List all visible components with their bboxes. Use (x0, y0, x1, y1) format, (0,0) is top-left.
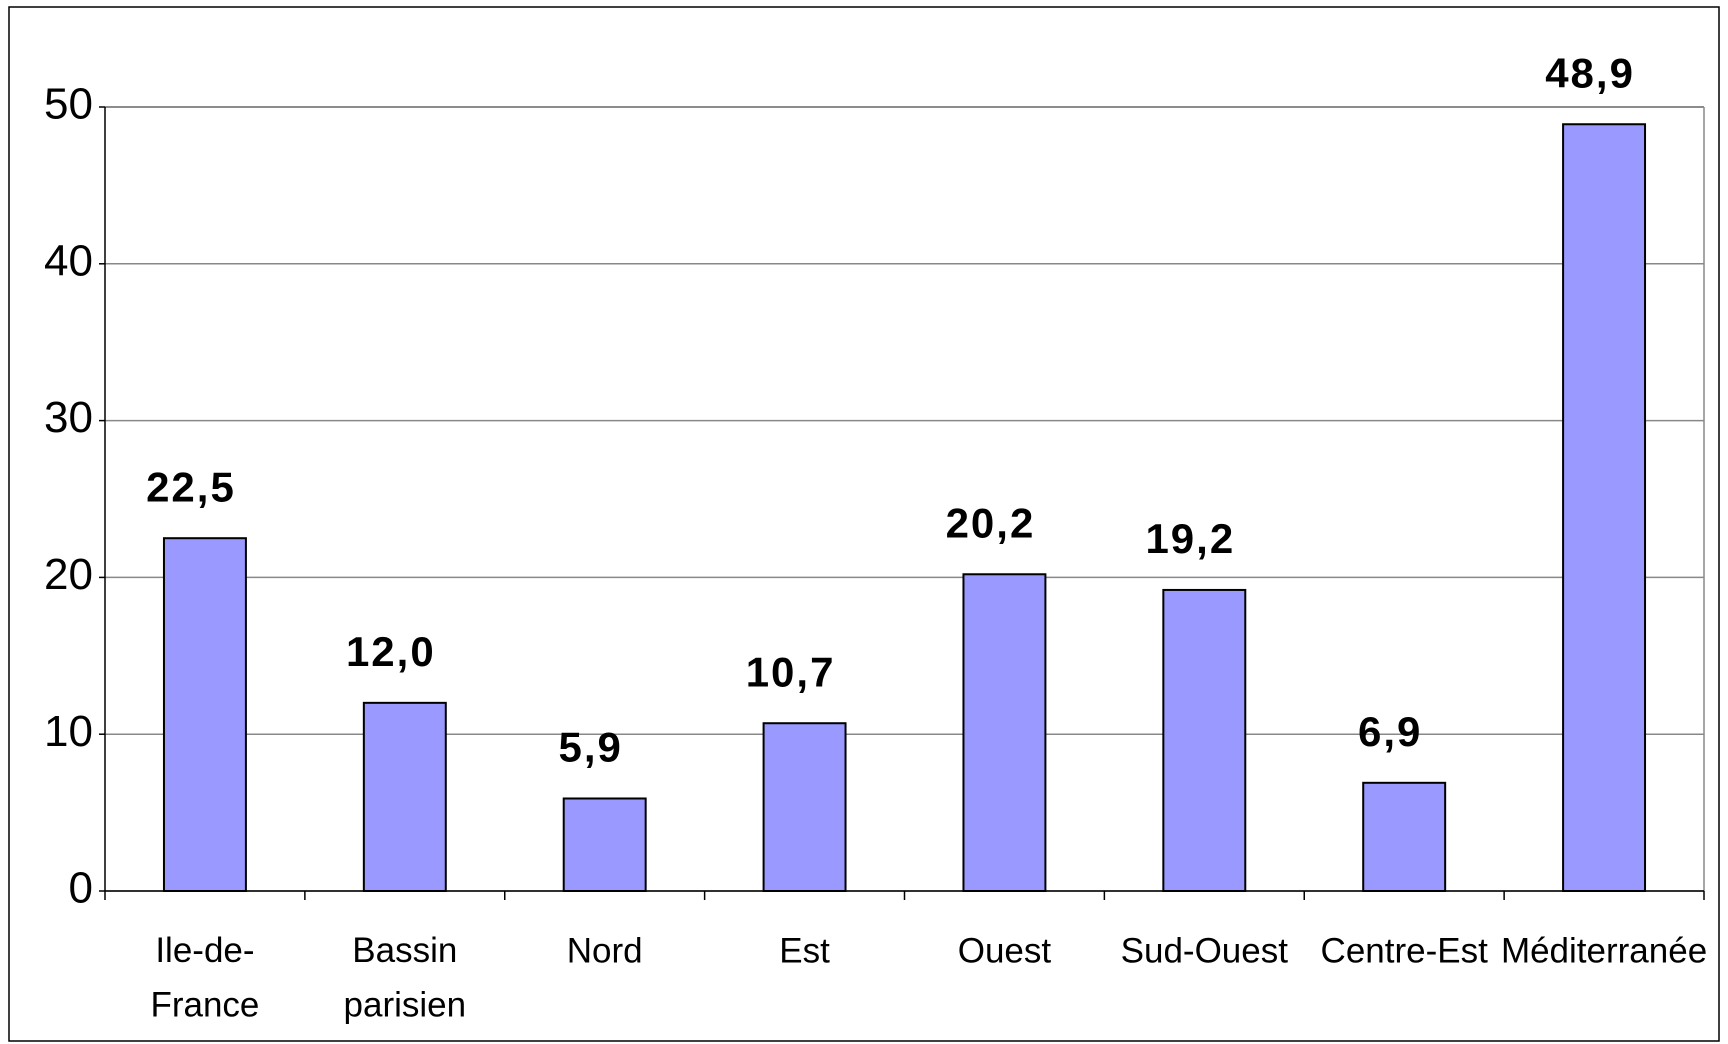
x-tick-label: Sud-Ouest (1121, 931, 1289, 970)
value-label: 22,5 (146, 463, 236, 510)
value-label: 6,9 (1358, 708, 1422, 755)
y-tick-label: 0 (69, 864, 93, 913)
x-tick-label: Nord (567, 931, 643, 970)
value-label: 10,7 (746, 648, 836, 695)
x-tick-label: Est (779, 931, 830, 970)
x-tick-label: Centre-Est (1321, 931, 1489, 970)
bar (962, 573, 1047, 892)
x-tick-label: Ouest (958, 931, 1052, 970)
value-label: 5,9 (558, 724, 622, 771)
bar (1362, 781, 1447, 892)
value-label: 48,9 (1545, 49, 1635, 96)
bar (162, 537, 247, 892)
bar (1562, 123, 1647, 893)
x-tick-label: Bassin parisien (344, 931, 467, 1024)
y-tick-label: 20 (44, 550, 93, 599)
y-tick-label: 10 (44, 707, 93, 756)
bar (362, 701, 447, 893)
y-tick-label: 30 (44, 393, 93, 442)
value-label: 12,0 (346, 628, 436, 675)
bar (762, 722, 847, 892)
bar (562, 797, 647, 892)
x-tick-label: Ile-de-France (150, 931, 259, 1024)
value-label: 19,2 (1145, 515, 1235, 562)
x-tick-label: Méditerranée (1501, 931, 1707, 970)
chart-frame (8, 6, 1720, 1042)
y-tick-label: 40 (44, 236, 93, 285)
y-tick-label: 50 (44, 80, 93, 129)
value-label: 20,2 (946, 499, 1036, 546)
bar (1162, 588, 1247, 892)
